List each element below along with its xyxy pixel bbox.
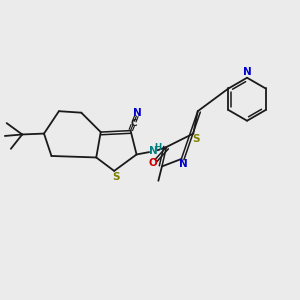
Text: N: N	[148, 146, 158, 156]
Text: H: H	[154, 143, 162, 152]
Text: S: S	[112, 172, 119, 182]
Text: S: S	[193, 134, 200, 144]
Text: N: N	[243, 68, 251, 77]
Text: C: C	[130, 119, 137, 128]
Text: O: O	[148, 158, 157, 168]
Text: N: N	[179, 159, 188, 169]
Text: N: N	[133, 108, 142, 118]
